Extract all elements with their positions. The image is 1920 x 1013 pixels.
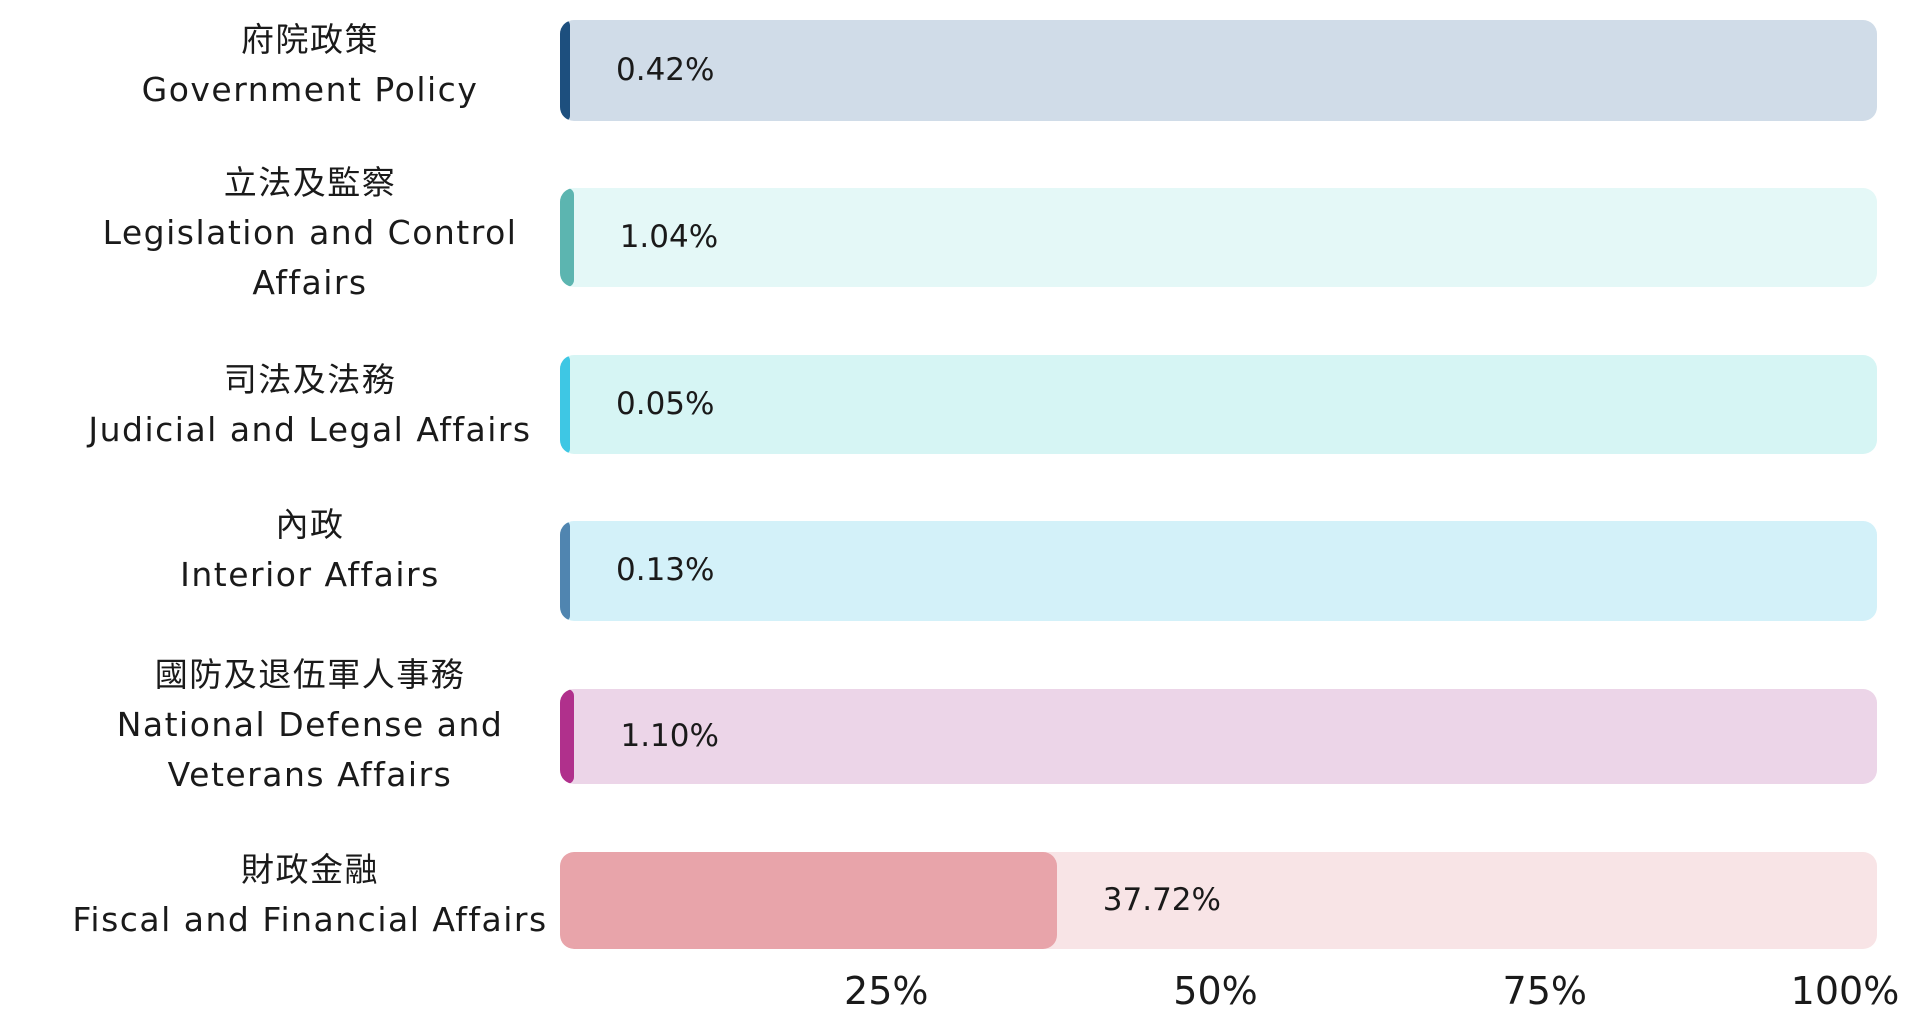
bar-track bbox=[560, 355, 1877, 454]
category-label-zh: 財政金融 bbox=[241, 850, 379, 889]
category-label: 府院政策 Government Policy bbox=[60, 15, 560, 115]
bar bbox=[560, 689, 575, 784]
bar bbox=[560, 188, 574, 287]
data-label: 1.10% bbox=[620, 717, 719, 754]
category-label: 內政 Interior Affairs bbox=[60, 500, 560, 600]
category-label-zh: 府院政策 bbox=[241, 20, 379, 59]
category-label-en: Government Policy bbox=[141, 70, 479, 109]
data-label: 0.05% bbox=[616, 385, 715, 422]
category-label-en: Legislation and Control bbox=[102, 213, 518, 252]
category-label: 司法及法務 Judicial and Legal Affairs bbox=[60, 355, 560, 455]
category-label-en: Fiscal and Financial Affairs bbox=[72, 900, 548, 939]
x-tick-label: 100% bbox=[1790, 969, 1900, 1013]
category-label-en: National Defense and bbox=[116, 705, 504, 744]
category-label-zh: 立法及監察 bbox=[223, 163, 397, 202]
category-label-zh: 國防及退伍軍人事務 bbox=[154, 655, 466, 694]
category-label-en: Interior Affairs bbox=[180, 555, 440, 594]
category-label-en: Judicial and Legal Affairs bbox=[88, 410, 532, 449]
category-label-zh: 司法及法務 bbox=[223, 360, 397, 399]
data-label: 1.04% bbox=[619, 218, 719, 255]
bar bbox=[560, 20, 570, 121]
category-label-zh: 內政 bbox=[275, 505, 345, 544]
x-tick-label: 50% bbox=[1173, 969, 1258, 1013]
data-label: 0.42% bbox=[616, 51, 715, 88]
bar-track bbox=[560, 521, 1877, 621]
bar-track bbox=[560, 20, 1877, 121]
category-label: 立法及監察 Legislation and Control Affairs bbox=[60, 158, 560, 308]
x-tick-label: 75% bbox=[1502, 969, 1587, 1013]
bar bbox=[560, 852, 1057, 949]
category-label-en: Veterans Affairs bbox=[167, 755, 453, 794]
data-label: 37.72% bbox=[1102, 881, 1221, 918]
category-label: 財政金融 Fiscal and Financial Affairs bbox=[60, 845, 560, 945]
category-label: 國防及退伍軍人事務 National Defense and Veterans Af… bbox=[60, 650, 560, 800]
bar bbox=[560, 355, 570, 454]
category-label-en: Affairs bbox=[252, 263, 368, 302]
x-tick-label: 25% bbox=[844, 969, 929, 1013]
bar-track bbox=[560, 689, 1877, 784]
data-label: 0.13% bbox=[616, 552, 715, 588]
bar-track bbox=[560, 852, 1877, 949]
bar bbox=[560, 521, 570, 621]
bar-track bbox=[560, 188, 1877, 287]
